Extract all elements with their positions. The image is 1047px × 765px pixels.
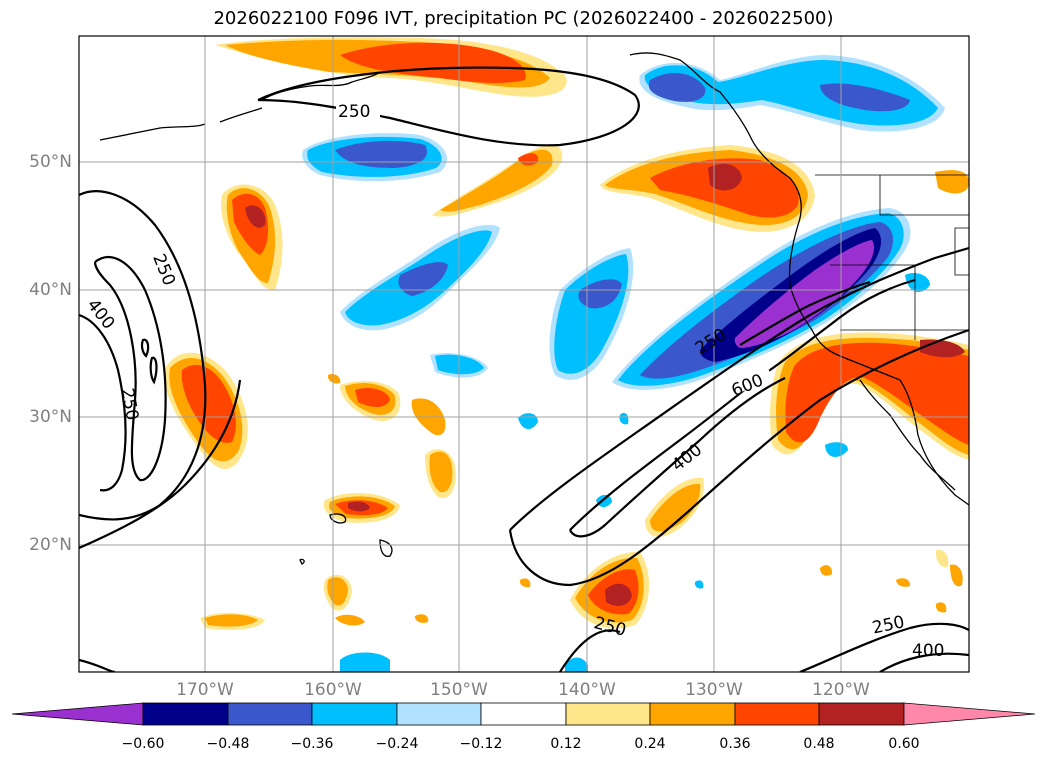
colorbar-bin [227, 702, 313, 726]
colorbar-bin [565, 702, 651, 726]
colorbar-tick: 0.24 [634, 736, 666, 752]
map-frame [78, 35, 970, 673]
gridlines [79, 36, 969, 672]
colorbar-tick: −0.12 [459, 736, 503, 752]
colorbar [11, 702, 1036, 726]
lon-label-130w: 130°W [685, 680, 743, 700]
colorbar-tick: 0.12 [550, 736, 582, 752]
colorbar-bin [649, 702, 736, 726]
colorbar-extend-high [903, 702, 1036, 726]
lat-label-40n: 40°N [29, 280, 72, 300]
contour-label: 400 [912, 641, 944, 661]
colorbar-bin [396, 702, 482, 726]
contour-label: 250 [338, 102, 370, 122]
colorbar-bin [734, 702, 820, 726]
colorbar-extend-low [11, 702, 144, 726]
lon-label-160w: 160°W [304, 680, 362, 700]
colorbar-bin [480, 702, 567, 726]
lon-label-150w: 150°W [430, 680, 488, 700]
colorbar-tick: −0.36 [290, 736, 334, 752]
colorbar-tick: −0.24 [375, 736, 419, 752]
precip-negative-shading [302, 55, 945, 672]
map-title: 2026022100 F096 IVT, precipitation PC (2… [213, 8, 834, 29]
lat-label-50n: 50°N [29, 152, 72, 172]
colorbar-tick: 0.60 [888, 736, 920, 752]
colorbar-bin [818, 702, 905, 726]
colorbar-tick: −0.48 [206, 736, 250, 752]
colorbar-tick: 0.36 [719, 736, 751, 752]
colorbar-tick: 0.48 [803, 736, 835, 752]
colorbar-tick: −0.60 [121, 736, 165, 752]
map-panel: 250 250 400 250 250 600 400 250 250 400 [79, 36, 969, 672]
colorbar-bin [142, 702, 229, 726]
lon-label-170w: 170°W [176, 680, 234, 700]
lon-label-140w: 140°W [558, 680, 616, 700]
lat-label-20n: 20°N [29, 535, 72, 555]
lat-label-30n: 30°N [29, 407, 72, 427]
contour-labels: 250 250 400 250 250 600 400 250 250 400 [83, 100, 944, 661]
colorbar-bin [311, 702, 398, 726]
lon-label-120w: 120°W [812, 680, 870, 700]
ivt-contours [79, 66, 969, 672]
precip-positive-shading [164, 37, 969, 630]
